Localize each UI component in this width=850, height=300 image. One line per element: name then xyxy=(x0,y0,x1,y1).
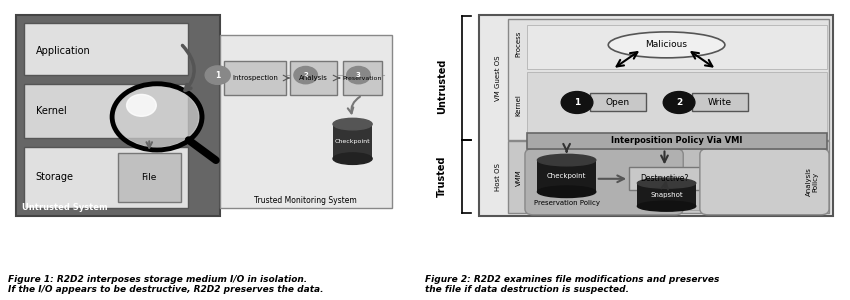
Text: Storage: Storage xyxy=(36,172,74,182)
Ellipse shape xyxy=(537,186,596,197)
Text: Malicious: Malicious xyxy=(645,40,688,50)
Text: Trusted Monitoring System: Trusted Monitoring System xyxy=(254,196,357,205)
FancyBboxPatch shape xyxy=(24,23,189,75)
Text: 3: 3 xyxy=(356,72,361,78)
FancyBboxPatch shape xyxy=(24,84,189,139)
Circle shape xyxy=(205,66,230,84)
Text: Kernel: Kernel xyxy=(36,106,66,116)
Text: Preservation Policy: Preservation Policy xyxy=(534,200,599,206)
Circle shape xyxy=(116,86,199,148)
Ellipse shape xyxy=(333,118,372,130)
Text: Snapshot: Snapshot xyxy=(650,192,683,198)
Text: VM Guest OS: VM Guest OS xyxy=(495,55,501,101)
FancyBboxPatch shape xyxy=(333,124,372,159)
Text: Destructive?: Destructive? xyxy=(640,174,688,183)
Text: Checkpoint: Checkpoint xyxy=(547,173,586,179)
Text: Analysis: Analysis xyxy=(299,75,328,81)
FancyBboxPatch shape xyxy=(629,167,700,190)
Text: 1: 1 xyxy=(215,70,220,80)
FancyBboxPatch shape xyxy=(525,148,683,215)
Circle shape xyxy=(127,94,156,116)
Ellipse shape xyxy=(609,32,725,58)
Text: Analysis
Policy: Analysis Policy xyxy=(806,167,819,196)
FancyBboxPatch shape xyxy=(508,141,829,213)
Text: Host OS: Host OS xyxy=(495,164,501,191)
Text: Untrusted: Untrusted xyxy=(437,59,446,114)
FancyBboxPatch shape xyxy=(219,35,392,208)
FancyBboxPatch shape xyxy=(508,19,829,140)
FancyBboxPatch shape xyxy=(638,183,695,206)
Circle shape xyxy=(347,67,371,84)
Text: Process: Process xyxy=(516,30,522,57)
Text: Trusted: Trusted xyxy=(437,155,446,197)
Circle shape xyxy=(663,92,695,113)
FancyBboxPatch shape xyxy=(16,15,219,216)
Text: File: File xyxy=(142,173,157,182)
Text: Introspection: Introspection xyxy=(232,75,278,81)
Text: Checkpoint: Checkpoint xyxy=(335,139,371,144)
Text: VMM: VMM xyxy=(516,169,522,186)
FancyBboxPatch shape xyxy=(290,61,337,95)
FancyBboxPatch shape xyxy=(24,147,189,208)
FancyBboxPatch shape xyxy=(527,148,827,211)
Ellipse shape xyxy=(638,178,695,188)
FancyBboxPatch shape xyxy=(118,153,180,202)
Text: 1: 1 xyxy=(574,98,581,107)
Text: Untrusted System: Untrusted System xyxy=(22,203,108,212)
Ellipse shape xyxy=(333,153,372,164)
FancyBboxPatch shape xyxy=(692,93,748,111)
FancyBboxPatch shape xyxy=(527,133,827,148)
Text: Preservation: Preservation xyxy=(343,76,382,80)
FancyBboxPatch shape xyxy=(224,61,286,95)
Text: Kernel: Kernel xyxy=(516,94,522,116)
Text: Figure 2: R2D2 examines file modifications and preserves
the file if data destru: Figure 2: R2D2 examines file modificatio… xyxy=(425,274,719,294)
FancyBboxPatch shape xyxy=(590,93,646,111)
Text: Interposition Policy Via VMI: Interposition Policy Via VMI xyxy=(611,136,743,145)
FancyBboxPatch shape xyxy=(479,15,833,216)
Text: 2: 2 xyxy=(303,72,308,78)
FancyBboxPatch shape xyxy=(527,72,827,136)
FancyBboxPatch shape xyxy=(700,148,829,215)
Text: Application: Application xyxy=(36,46,91,56)
FancyBboxPatch shape xyxy=(343,61,382,95)
FancyBboxPatch shape xyxy=(527,25,827,69)
Circle shape xyxy=(561,92,592,113)
Circle shape xyxy=(294,67,317,84)
FancyBboxPatch shape xyxy=(537,160,596,192)
Text: Write: Write xyxy=(707,98,732,107)
Ellipse shape xyxy=(638,201,695,211)
Text: 2: 2 xyxy=(676,98,683,107)
Text: Open: Open xyxy=(605,98,630,107)
Ellipse shape xyxy=(537,154,596,166)
Text: Figure 1: R2D2 interposes storage medium I/O in isolation.
If the I/O appears to: Figure 1: R2D2 interposes storage medium… xyxy=(8,274,324,294)
